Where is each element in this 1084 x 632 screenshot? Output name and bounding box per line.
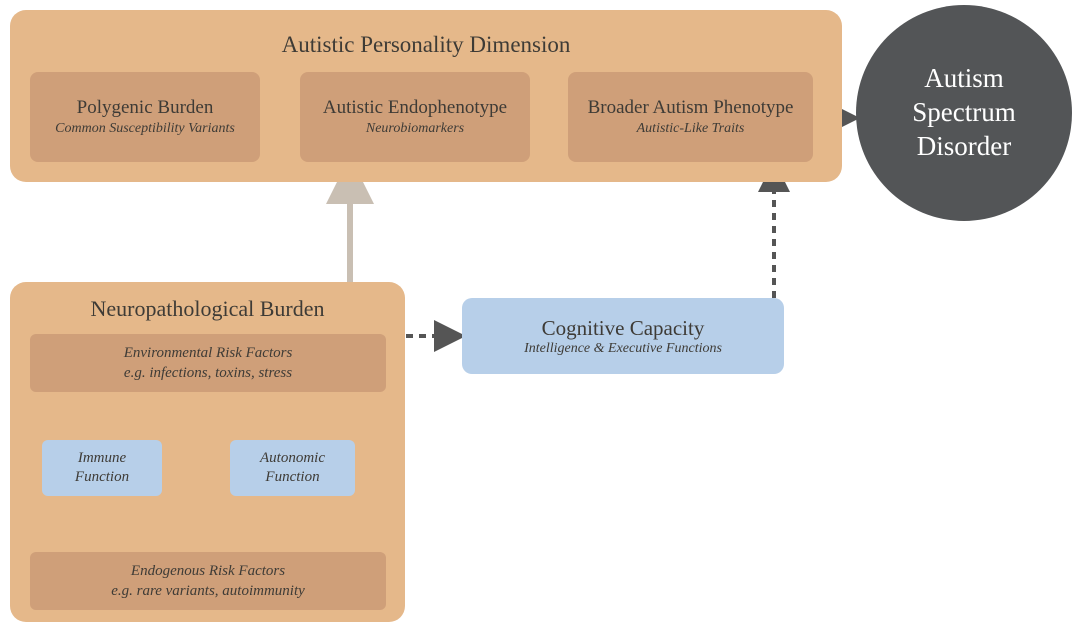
endo-line1: Endogenous Risk Factors: [131, 561, 285, 581]
immune-box: Immune Function: [42, 440, 162, 496]
neuro-title: Neuropathological Burden: [10, 296, 405, 322]
endo-line2: e.g. rare variants, autoimmunity: [111, 581, 305, 601]
immune-line2: Function: [75, 468, 129, 488]
polygenic-subtitle: Common Susceptibility Variants: [55, 121, 235, 137]
autonomic-line2: Function: [265, 468, 319, 488]
cognitive-title: Cognitive Capacity: [542, 316, 705, 341]
env-line1: Environmental Risk Factors: [124, 343, 293, 363]
endo-risk-box: Endogenous Risk Factors e.g. rare varian…: [30, 552, 386, 610]
endophenotype-title: Autistic Endophenotype: [323, 97, 507, 119]
autonomic-line1: Autonomic: [260, 449, 325, 469]
env-line2: e.g. infections, toxins, stress: [124, 363, 292, 383]
autonomic-box: Autonomic Function: [230, 440, 355, 496]
bap-title: Broader Autism Phenotype: [588, 97, 794, 119]
env-risk-box: Environmental Risk Factors e.g. infectio…: [30, 334, 386, 392]
asd-line3: Disorder: [917, 130, 1011, 164]
cognitive-box: Cognitive Capacity Intelligence & Execut…: [462, 298, 784, 374]
polygenic-title: Polygenic Burden: [77, 97, 214, 119]
bap-subtitle: Autistic-Like Traits: [637, 121, 745, 137]
asd-line2: Spectrum: [912, 96, 1015, 130]
endophenotype-subtitle: Neurobiomarkers: [366, 121, 464, 137]
apd-title: Autistic Personality Dimension: [10, 32, 842, 58]
immune-line1: Immune: [78, 449, 126, 469]
cognitive-subtitle: Intelligence & Executive Functions: [524, 341, 722, 357]
bap-box: Broader Autism Phenotype Autistic-Like T…: [568, 72, 813, 162]
asd-circle: Autism Spectrum Disorder: [856, 5, 1072, 221]
asd-line1: Autism: [924, 62, 1004, 96]
endophenotype-box: Autistic Endophenotype Neurobiomarkers: [300, 72, 530, 162]
polygenic-box: Polygenic Burden Common Susceptibility V…: [30, 72, 260, 162]
